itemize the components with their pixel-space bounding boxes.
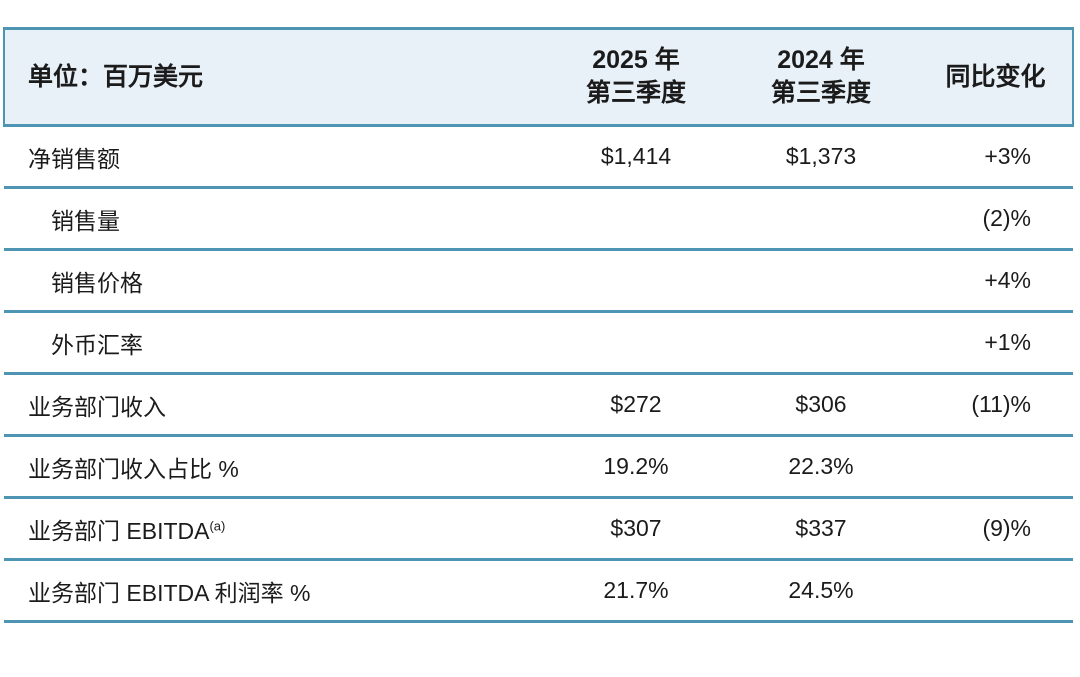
value-2025-q3: 19.2% [531, 435, 741, 499]
table-row-segment-ebitda: 业务部门 EBITDA(a) $307 $337 (9)% [4, 497, 1073, 561]
row-label: 业务部门收入占比 % [4, 435, 531, 499]
value-2024-q3: $337 [741, 497, 901, 561]
value-2025-q3: $272 [531, 373, 741, 437]
table-row-segment-income-margin: 业务部门收入占比 % 19.2% 22.3% [4, 435, 1073, 499]
footnote-a-marker: (a) [209, 517, 226, 533]
value-2025-q3: 21.7% [531, 559, 741, 623]
row-label: 净销售额 [4, 125, 531, 189]
value-yoy-change: +1% [901, 311, 1073, 375]
value-2025-q3 [531, 187, 741, 251]
header-row: 单位：百万美元 2025 年 第三季度 2024 年 第三季度 同比变化 [3, 27, 1074, 127]
row-label: 业务部门收入 [4, 373, 531, 437]
value-2024-q3: 22.3% [741, 435, 901, 499]
col-header-yoy-change: 同比变化 [901, 27, 1074, 127]
value-2024-q3 [741, 311, 901, 375]
table-header: 单位：百万美元 2025 年 第三季度 2024 年 第三季度 同比变化 [3, 27, 1074, 127]
col-header-2025-year: 2025 年 [592, 46, 680, 74]
value-2025-q3: $1,414 [531, 125, 741, 189]
row-label: 外币汇率 [4, 311, 531, 375]
value-yoy-change: +4% [901, 249, 1073, 313]
row-label: 销售量 [4, 187, 531, 251]
value-yoy-change: (11)% [901, 373, 1073, 437]
row-label: 业务部门 EBITDA 利润率 % [4, 559, 531, 623]
value-yoy-change: +3% [901, 125, 1073, 189]
table-row-sales-price: 销售价格 +4% [4, 249, 1073, 313]
col-header-2025-q3: 2025 年 第三季度 [531, 27, 741, 127]
table-row-net-sales: 净销售额 $1,414 $1,373 +3% [4, 125, 1073, 189]
row-label-text: 业务部门 EBITDA [28, 517, 210, 544]
row-label: 销售价格 [4, 249, 531, 313]
value-yoy-change [901, 435, 1073, 499]
table-row-sales-volume: 销售量 (2)% [4, 187, 1073, 251]
table-row-foreign-exchange: 外币汇率 +1% [4, 311, 1073, 375]
value-2024-q3: $1,373 [741, 125, 901, 189]
col-header-2024-q3: 2024 年 第三季度 [741, 27, 901, 127]
value-yoy-change [901, 559, 1073, 623]
col-header-2024-year: 2024 年 [777, 46, 865, 74]
unit-header-cell: 单位：百万美元 [3, 27, 531, 127]
col-header-2025-quarter: 第三季度 [585, 79, 686, 107]
value-yoy-change: (9)% [901, 497, 1073, 561]
value-2025-q3 [531, 249, 741, 313]
table-body: 净销售额 $1,414 $1,373 +3% 销售量 (2)% 销售价格 +4%… [4, 125, 1073, 623]
row-label: 业务部门 EBITDA(a) [4, 497, 531, 561]
value-2024-q3: $306 [741, 373, 901, 437]
table-row-segment-ebitda-margin: 业务部门 EBITDA 利润率 % 21.7% 24.5% [4, 559, 1073, 623]
value-yoy-change: (2)% [901, 187, 1073, 251]
financial-results-table: 单位：百万美元 2025 年 第三季度 2024 年 第三季度 同比变化 净销售… [3, 27, 1074, 623]
unit-label: 单位：百万美元 [28, 62, 204, 91]
value-2025-q3: $307 [531, 497, 741, 561]
value-2025-q3 [531, 311, 741, 375]
table-row-segment-income: 业务部门收入 $272 $306 (11)% [4, 373, 1073, 437]
value-2024-q3 [741, 187, 901, 251]
value-2024-q3: 24.5% [741, 559, 901, 623]
col-header-2024-quarter: 第三季度 [770, 79, 871, 107]
value-2024-q3 [741, 249, 901, 313]
